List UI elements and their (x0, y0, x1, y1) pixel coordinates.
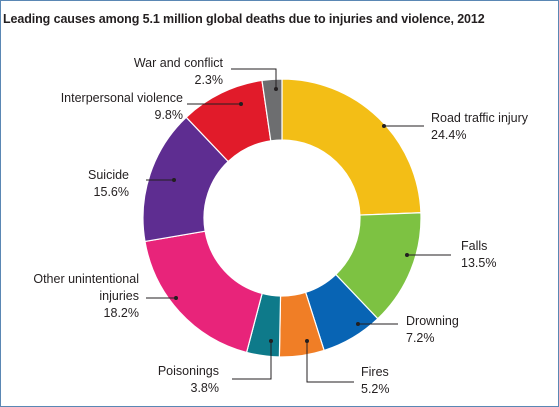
leader-dot-suicide (172, 178, 176, 182)
war-and-conflict-label: War and conflict (134, 56, 224, 70)
falls-value-label: 13.5% (461, 256, 496, 270)
suicide-label: Suicide (88, 168, 129, 182)
poisonings-value-label: 3.8% (191, 381, 220, 395)
war-and-conflict-value-label: 2.3% (195, 73, 224, 87)
leader-line-war-and-conflict (231, 68, 277, 89)
fires-label: Fires (361, 365, 389, 379)
drowning-label: Drowning (406, 314, 459, 328)
interpersonal-violence-value-label: 9.8% (155, 108, 184, 122)
chart-title: Leading causes among 5.1 million global … (3, 12, 485, 26)
leader-dot-falls (405, 253, 409, 257)
leader-line-poisonings (232, 341, 272, 380)
leader-dot-road-traffic-injury (382, 124, 386, 128)
other-unintentional-injuries-value-label: 18.2% (104, 306, 139, 320)
other-unintentional-injuries-label-part2: injuries (99, 289, 139, 303)
falls-label: Falls (461, 239, 487, 253)
other-unintentional-injuries-label-part1: Other unintentional (33, 272, 139, 286)
leader-line-fires (306, 341, 354, 383)
leader-dot-war-and-conflict (274, 87, 278, 91)
drowning-value-label: 7.2% (406, 331, 435, 345)
leader-dot-drowning (356, 322, 360, 326)
leader-dot-interpersonal-violence (239, 102, 243, 106)
road-traffic-injury-label: Road traffic injury (431, 111, 529, 125)
slice-war-and-conflict (261, 78, 283, 142)
suicide-value-label: 15.6% (94, 185, 129, 199)
leader-dot-fires (305, 339, 309, 343)
leader-dot-poisonings (269, 339, 273, 343)
interpersonal-violence-label: Interpersonal violence (61, 91, 183, 105)
fires-value-label: 5.2% (361, 382, 390, 396)
slice-other-unintentional-injuries (144, 230, 263, 354)
leader-dot-other-unintentional-injuries (174, 296, 178, 300)
road-traffic-injury-value-label: 24.4% (431, 128, 466, 142)
slice-road-traffic-injury (281, 78, 422, 216)
poisonings-label: Poisonings (158, 364, 219, 378)
